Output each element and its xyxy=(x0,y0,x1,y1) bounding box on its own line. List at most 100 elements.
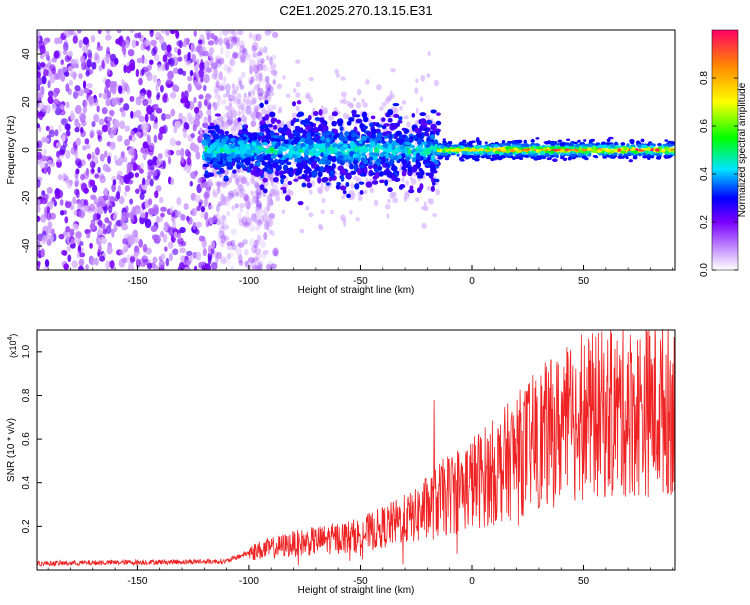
broadband-dot xyxy=(428,172,434,179)
noise-dot xyxy=(122,46,126,56)
broadband-dot xyxy=(300,160,306,168)
broadband-dot xyxy=(368,164,373,170)
noise-dot xyxy=(217,94,222,102)
noise-dot xyxy=(44,259,49,267)
halo-dot xyxy=(208,217,214,225)
noise-dot xyxy=(231,51,239,60)
broadband-dot xyxy=(390,143,396,151)
noise-dot xyxy=(256,190,262,199)
narrowband-dot xyxy=(567,143,574,147)
narrowband-dot xyxy=(657,142,662,147)
narrowband-dot xyxy=(669,141,675,145)
noise-dot xyxy=(152,121,159,130)
halo-dot xyxy=(357,195,363,202)
noise-dot xyxy=(75,168,80,175)
noise-dot xyxy=(267,83,273,91)
noise-dot xyxy=(214,36,221,42)
halo-dot xyxy=(362,102,368,108)
noise-dot xyxy=(134,109,142,119)
halo-dot xyxy=(399,105,403,111)
broadband-dot xyxy=(332,143,339,149)
noise-dot xyxy=(138,77,143,86)
noise-dot xyxy=(185,259,191,266)
noise-dot xyxy=(62,173,68,180)
noise-dot xyxy=(239,44,246,54)
broadband-dot xyxy=(257,135,262,142)
noise-dot xyxy=(162,94,168,103)
noise-dot xyxy=(187,151,192,159)
broadband-dot xyxy=(342,154,348,161)
narrowband-dot xyxy=(513,147,518,151)
broadband-dot xyxy=(296,100,302,105)
noise-dot xyxy=(239,84,245,90)
noise-dot xyxy=(106,68,111,75)
narrowband-dot xyxy=(511,144,516,148)
noise-dot xyxy=(141,202,146,211)
noise-dot xyxy=(88,203,95,212)
noise-dot xyxy=(142,184,148,191)
noise-dot xyxy=(260,251,267,259)
narrowband-dot xyxy=(511,141,517,145)
noise-dot xyxy=(200,58,204,68)
colorbar-tick-label: 0.2 xyxy=(699,215,710,229)
noise-dot xyxy=(108,109,115,116)
noise-dot xyxy=(140,212,146,219)
noise-dot xyxy=(226,65,231,75)
noise-dot xyxy=(183,131,188,139)
broadband-dot xyxy=(430,109,437,114)
noise-dot xyxy=(155,82,159,92)
noise-dot xyxy=(149,59,154,65)
noise-dot xyxy=(218,30,222,37)
broadband-dot xyxy=(306,166,311,173)
broadband-dot xyxy=(244,157,251,164)
noise-dot xyxy=(223,64,229,72)
noise-dot xyxy=(142,141,149,149)
spectrogram-panel: -150 -100 -50 0 50 -40 -20 0 20 40 Height of str… xyxy=(6,29,676,296)
noise-dot xyxy=(237,30,244,36)
noise-dot xyxy=(202,84,207,92)
noise-dot xyxy=(242,239,248,245)
broadband-dot xyxy=(221,139,227,145)
halo-dot xyxy=(295,59,301,64)
noise-dot xyxy=(124,185,131,192)
halo-dot xyxy=(356,88,362,96)
noise-dot xyxy=(214,94,220,100)
noise-dot xyxy=(200,206,206,213)
broadband-dot xyxy=(426,141,431,148)
broadband-dot xyxy=(382,131,388,136)
noise-dot xyxy=(72,223,80,231)
narrowband-dot xyxy=(608,136,614,140)
noise-dot xyxy=(270,54,277,60)
halo-dot xyxy=(308,189,313,195)
narrowband-dot xyxy=(628,159,633,163)
halo-dot xyxy=(415,197,420,203)
noise-dot xyxy=(51,57,58,63)
noise-dot xyxy=(134,32,139,39)
broadband-dot xyxy=(205,156,212,162)
halo-dot xyxy=(432,213,437,218)
narrowband-dot xyxy=(530,156,536,159)
noise-dot xyxy=(80,182,88,192)
broadband-dot xyxy=(309,157,315,162)
noise-dot xyxy=(193,106,200,114)
broadband-dot xyxy=(231,160,236,167)
halo-dot xyxy=(381,102,387,107)
broadband-dot xyxy=(234,138,239,144)
broadband-dot xyxy=(299,148,304,153)
broadband-dot xyxy=(326,131,334,135)
narrowband-dot xyxy=(568,146,574,150)
noise-dot xyxy=(161,113,167,121)
noise-dot xyxy=(257,260,264,269)
noise-dot xyxy=(264,75,270,83)
broadband-dot xyxy=(415,156,422,160)
noise-dot xyxy=(160,206,167,212)
noise-dot xyxy=(54,72,58,81)
noise-dot xyxy=(169,206,174,214)
noise-dot xyxy=(87,52,93,61)
noise-dot xyxy=(138,115,145,123)
noise-dot xyxy=(138,168,144,174)
halo-dot xyxy=(285,93,291,98)
broadband-dot xyxy=(418,167,423,172)
broadband-dot xyxy=(398,158,403,162)
narrowband-dot xyxy=(488,151,492,155)
